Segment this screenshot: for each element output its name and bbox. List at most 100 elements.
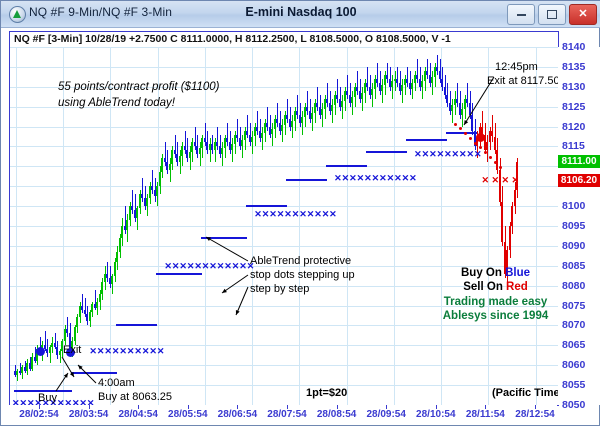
grid-line-horizontal — [10, 186, 558, 188]
price-bar — [221, 148, 224, 155]
price-bar — [113, 261, 116, 276]
stop-dot — [178, 272, 182, 275]
price-bar — [86, 313, 89, 322]
price-axis-tick: 8090 — [562, 239, 586, 252]
price-bar-wick — [49, 345, 51, 364]
stop-dot — [171, 272, 175, 275]
time-axis-tickmark — [187, 405, 189, 409]
price-bar — [358, 90, 361, 99]
price-bar — [116, 251, 119, 262]
price-bar-wick — [15, 365, 16, 378]
support-x-marker: ✕ — [216, 260, 225, 271]
price-bar — [296, 110, 299, 115]
grid-line-horizontal — [10, 365, 558, 367]
price-bar — [33, 357, 36, 362]
price-bar — [196, 146, 199, 155]
stop-dot — [386, 151, 390, 154]
price-axis-tick: 8085 — [562, 259, 586, 272]
stop-dots-annotation-line3: step by step — [250, 283, 310, 295]
exit-marker — [475, 132, 485, 142]
price-bar — [206, 142, 209, 151]
stop-dot — [123, 324, 127, 327]
price-bar — [283, 114, 286, 125]
price-bar-wick — [357, 70, 359, 95]
close-button[interactable]: ✕ — [569, 4, 597, 25]
price-bar — [153, 190, 156, 197]
price-bar — [513, 190, 516, 207]
time-axis-tick: 28/11:54 — [465, 409, 505, 420]
price-chart-plot[interactable]: ✕ ✕ ✕ ✕ ✕ ✕ ✕ ✕ ✕ ✕ ✕ ✕ ✕ ✕ ✕ ✕ ✕ ✕ ✕ ✕ ✕ ✕ ✕ ✕ ✕ ✕ ✕ ✕ ✕ ✕ ✕ ✕ ✕ ✕ ✕ ✕ ✕ ✕ ✕ ✕… — [9, 47, 559, 406]
window-tab-title: NQ #F 9-Min/NQ #F 3-Min — [29, 5, 172, 19]
price-bar-wick — [329, 90, 331, 115]
price-bar — [14, 371, 16, 376]
stop-dot — [298, 179, 302, 182]
prior-signal-marker — [35, 347, 45, 357]
stop-dot — [141, 324, 145, 327]
support-x-marker: ✕ — [371, 173, 380, 184]
price-bar — [163, 158, 166, 163]
maximize-button[interactable] — [538, 4, 566, 25]
time-axis-tick: 28/08:54 — [316, 409, 357, 420]
price-bar — [133, 210, 136, 219]
time-axis-tickmark — [138, 405, 140, 409]
stop-dot — [431, 139, 435, 142]
price-bar — [118, 237, 121, 252]
price-bar — [228, 142, 231, 151]
stop-dot — [126, 324, 130, 327]
stop-dot — [336, 165, 340, 168]
price-bar — [58, 351, 61, 356]
price-bar — [243, 130, 246, 141]
stop-dot — [196, 272, 200, 275]
stop-dot — [286, 179, 290, 182]
stop-dot — [318, 179, 322, 182]
time-axis-tickmark — [336, 405, 338, 409]
price-bar-wick — [267, 106, 269, 131]
window-controls: ✕ — [507, 4, 597, 25]
price-bar — [343, 90, 346, 101]
price-bar-wick — [94, 289, 96, 310]
price-bar — [336, 94, 339, 99]
stop-dot — [371, 151, 375, 154]
minimize-button[interactable] — [507, 4, 535, 25]
stop-dot — [41, 390, 45, 393]
support-x-marker: ✕ — [334, 173, 342, 184]
price-bar-wick — [422, 74, 424, 99]
stop-dot — [116, 324, 120, 327]
ablesys-logo-icon — [9, 6, 26, 23]
maximize-icon — [547, 10, 557, 19]
grid-line-horizontal — [10, 66, 558, 68]
stop-dot — [163, 272, 167, 275]
price-bar-wick — [399, 70, 401, 95]
legend-tagline-1: Trading made easy — [443, 296, 548, 308]
support-x-marker: ✕ — [56, 398, 65, 406]
grid-line-vertical — [488, 47, 490, 405]
support-x-marker: ✕ — [474, 149, 482, 160]
price-bar — [151, 186, 154, 191]
support-x-marker: ✕ — [126, 346, 135, 357]
grid-line-horizontal — [10, 226, 558, 227]
price-bar — [158, 172, 161, 187]
time-axis-tick: 28/07:54 — [267, 409, 307, 420]
support-x-marker: ✕ — [104, 346, 112, 357]
price-bar — [18, 371, 21, 374]
time-axis-tickmark — [535, 405, 536, 409]
stop-dot — [456, 131, 460, 134]
support-x-marker: ✕ — [421, 149, 430, 160]
stop-dot — [258, 205, 262, 208]
support-x-marker: ✕ — [429, 149, 437, 160]
price-bar — [48, 347, 51, 354]
price-bar-wick — [427, 58, 429, 79]
stop-dot — [26, 390, 30, 393]
price-bar — [256, 126, 259, 131]
price-bar-wick — [177, 142, 179, 167]
price-axis-tick: 8140 — [562, 41, 586, 53]
price-bar-wick — [82, 293, 84, 314]
price-bar — [103, 273, 106, 282]
quote-info-text: NQ #F [3-Min] 10/28/19 +2.7500 C 8111.00… — [14, 33, 451, 45]
price-bar-wick — [297, 94, 299, 119]
price-bar — [306, 106, 309, 111]
support-x-marker: ✕ — [71, 398, 80, 406]
stop-dot — [451, 131, 455, 134]
price-bar-wick — [407, 66, 409, 87]
support-x-marker: ✕ — [291, 209, 300, 220]
